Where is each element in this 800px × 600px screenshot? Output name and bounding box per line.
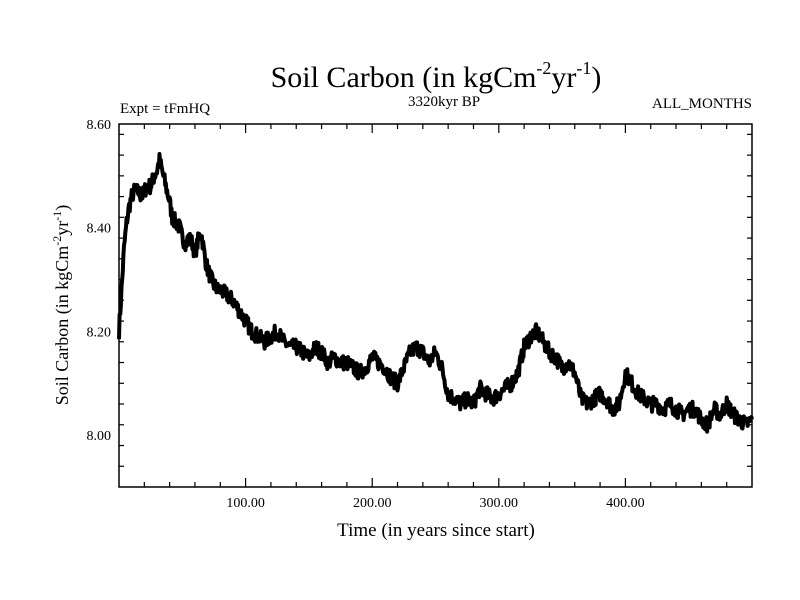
y-tick-label: 8.60: [87, 118, 112, 133]
x-tick-labels: 100.00 200.00 300.00 400.00: [226, 496, 644, 511]
svg-text:Soil Carbon (in kgCm-2yr-1): Soil Carbon (in kgCm-2yr-1): [50, 205, 73, 406]
x-tick-label: 300.00: [480, 496, 519, 511]
x-tick-label: 100.00: [226, 496, 265, 511]
experiment-label: Expt = tFmHQ: [120, 101, 210, 117]
svg-text:Soil Carbon (in kgCm-2yr-1): Soil Carbon (in kgCm-2yr-1): [271, 58, 602, 94]
x-axis-label: Time (in years since start): [337, 520, 535, 541]
chart-title: Soil Carbon (in kgCm-2yr-1): [271, 58, 602, 94]
y-tick-labels: 8.00 8.20 8.40 8.60: [87, 118, 112, 444]
y-tick-label: 8.00: [87, 429, 112, 444]
x-tick-label: 400.00: [606, 496, 645, 511]
months-label: ALL_MONTHS: [652, 96, 752, 112]
axis-ticks: [119, 124, 752, 487]
plot-frame: [118, 123, 753, 488]
y-tick-label: 8.20: [87, 325, 112, 340]
soil-carbon-series-line: [117, 152, 754, 434]
y-axis-label: Soil Carbon (in kgCm-2yr-1): [50, 205, 73, 406]
y-tick-label: 8.40: [87, 222, 112, 237]
period-label: 3320kyr BP: [408, 94, 480, 110]
x-tick-label: 200.00: [353, 496, 392, 511]
